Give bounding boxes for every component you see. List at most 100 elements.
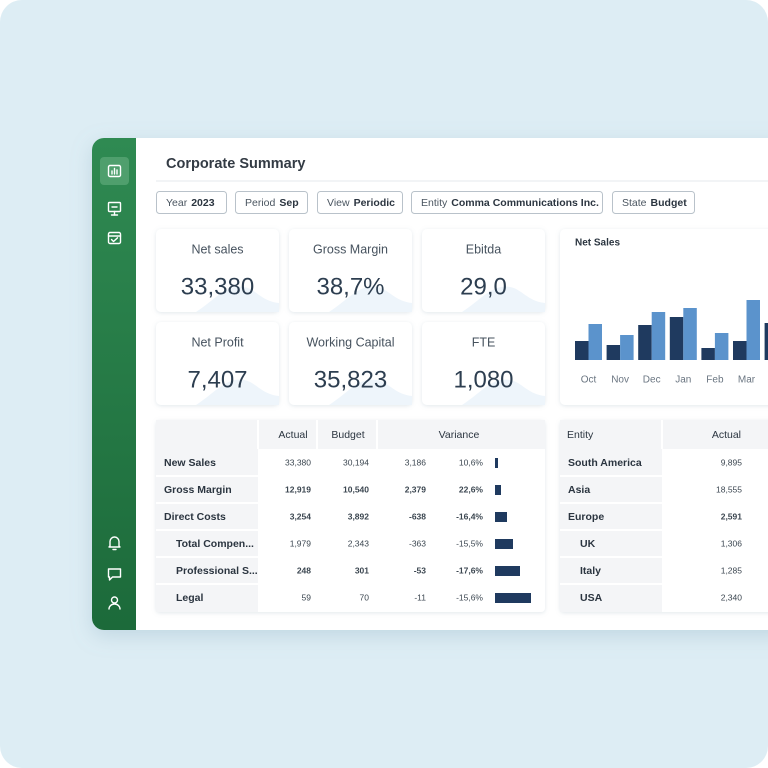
nav-user-icon[interactable] [108,596,121,610]
header-row [560,420,768,449]
kpi-sparkline [462,379,545,405]
row-label: Total Compen... [176,538,254,550]
filter-chip[interactable] [612,191,695,214]
nav-presentation-icon[interactable] [107,201,122,216]
x-tick-label: Oct [581,375,597,386]
x-tick-label: Jan [675,375,691,386]
filter-label: Year [166,197,188,209]
cell-value: -363 [409,538,426,548]
cell-value: 3,254 [290,511,312,521]
page-title: Corporate Summary [166,156,305,172]
filter-value: 2023 [191,197,215,209]
row-label: Direct Costs [164,511,226,523]
row-label: New Sales [164,457,216,469]
kpi-sparkline [196,286,279,312]
kpi-label: Working Capital [306,335,394,349]
filter-chip[interactable] [156,191,227,214]
row-label: USA [580,592,603,604]
cell-value: -11 [414,592,426,602]
cell-value: 30,194 [343,457,369,467]
column-header: Actual [278,429,307,441]
kpi-sparkline [196,379,279,405]
header-row [156,420,545,449]
kpi-label: Net sales [191,242,243,256]
filter-text: Period Sep [245,197,299,209]
chart-title: Net Sales [575,238,620,249]
row-label: Europe [568,511,604,523]
bar [701,348,715,360]
x-tick-label: Feb [706,375,724,386]
cell-value: 10,540 [343,484,369,494]
cell-value: 301 [355,565,369,575]
kpi-value: 29,0 [460,273,507,300]
bar [669,317,684,360]
bar [575,341,589,360]
cell-value: 1,979 [290,538,312,548]
nav-dashboard-icon[interactable] [107,164,122,178]
kpi-label: Net Profit [191,335,244,349]
column-header: Variance [439,429,480,441]
column-header: Budget [331,429,364,441]
filter-text: State Budget [622,197,687,209]
filter-chip[interactable] [235,191,308,214]
cell-value: 3,186 [405,457,427,467]
filter-text: Year 2023 [166,197,215,209]
cell-value: 59 [302,592,312,602]
cell-value: -17,6% [456,565,483,575]
variance-bar [495,512,507,522]
cell-value: -15,5% [456,538,483,548]
kpi-value: 1,080 [453,366,513,393]
cell-value: 1,306 [721,538,743,548]
bar [606,345,621,360]
cell-value: 70 [360,592,370,602]
column-header: Entity [567,429,594,441]
row-label: Gross Margin [164,484,232,496]
filter-label: State [622,197,647,209]
filter-label: Entity [421,197,448,209]
cell-value: 9,895 [721,457,743,467]
filter-value: Sep [279,197,298,209]
bar [714,333,729,360]
nav-chat-icon[interactable] [107,568,122,581]
cell-value: 248 [297,565,311,575]
cell-value: -15,6% [456,592,483,602]
bar [746,300,760,360]
cell-value: 2,379 [405,484,427,494]
filter-chip[interactable] [411,191,603,214]
kpi-sparkline [329,286,412,312]
filter-text: Entity Comma Communications Inc. [421,197,599,209]
bar [733,341,747,360]
x-tick-label: Dec [643,375,661,386]
row-label: Legal [176,592,204,604]
cell-value: 2,343 [348,538,370,548]
bar [638,325,652,360]
nav-bell-icon[interactable] [108,536,121,551]
cell-value: 3,892 [348,511,370,521]
bar [651,312,666,360]
filter-value: Budget [651,197,688,209]
bar [764,323,768,360]
variance-bar [495,593,531,603]
kpi-value: 33,380 [181,273,254,300]
cell-value: 1,285 [721,565,743,575]
nav-calendar-icon[interactable] [107,231,122,245]
sidebar [92,138,136,630]
bar [588,324,602,360]
kpi-label: FTE [472,335,496,349]
x-tick-label: Nov [611,375,629,386]
kpi-value: 7,407 [187,366,247,393]
cell-value: -53 [414,565,427,575]
row-label: Asia [568,484,590,496]
cell-value: 33,380 [285,457,311,467]
kpi-value: 35,823 [314,366,387,393]
row-label: Italy [580,565,601,577]
cell-value: 2,591 [721,511,743,521]
variance-bar [495,485,501,495]
row-label: UK [580,538,596,550]
cell-value: -16,4% [456,511,483,521]
x-tick-label: Mar [738,375,756,386]
filter-value: Periodic [354,197,396,209]
filter-chip[interactable] [317,191,403,214]
